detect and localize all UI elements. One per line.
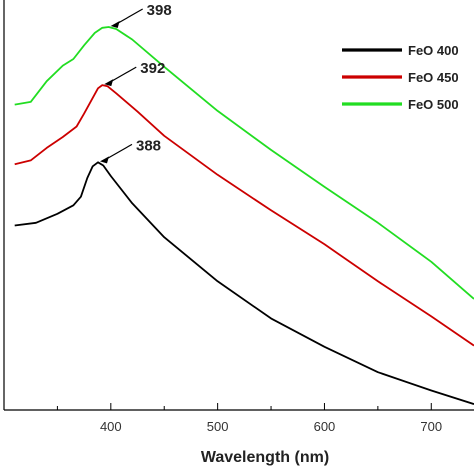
legend: FeO 400 FeO 450 FeO 500	[342, 43, 459, 112]
x-axis-title: Wavelength (nm)	[201, 449, 329, 466]
annotation-arrowhead	[104, 79, 114, 87]
annotation-leader	[114, 8, 143, 26]
x-tick-label: 400	[100, 419, 122, 434]
series-line	[14, 161, 474, 405]
x-tick-label: 500	[207, 419, 229, 434]
annotation-leader	[103, 143, 133, 161]
annotation-arrowhead	[100, 156, 109, 164]
series-line	[14, 84, 474, 347]
annotations-group: 398 392 388	[100, 2, 172, 164]
peak-label: 392	[140, 60, 165, 77]
annotation-leader	[107, 66, 137, 84]
series-line	[14, 26, 474, 300]
x-tick-label: 700	[420, 419, 442, 434]
series-group	[14, 26, 474, 405]
legend-label: FeO 450	[408, 70, 459, 85]
peak-label: 398	[147, 2, 172, 19]
x-ticks: 400 500 600 700	[56, 403, 442, 434]
legend-label: FeO 500	[408, 97, 459, 112]
annotation-arrowhead	[110, 21, 120, 29]
x-tick-label: 600	[314, 419, 336, 434]
peak-label: 388	[136, 137, 161, 154]
legend-label: FeO 400	[408, 43, 459, 58]
